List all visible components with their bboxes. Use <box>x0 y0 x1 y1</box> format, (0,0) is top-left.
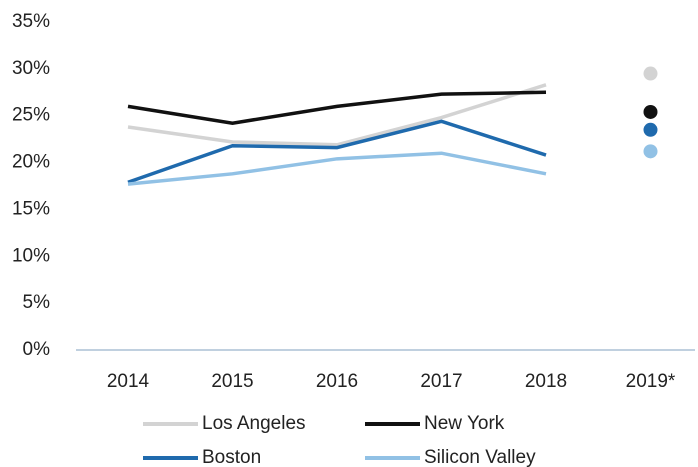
y-tick-label: 15% <box>12 198 50 219</box>
legend-label: Los Angeles <box>202 413 306 434</box>
x-tick-label: 2017 <box>420 371 462 392</box>
series-dot <box>643 122 658 137</box>
y-tick-label: 0% <box>23 339 51 360</box>
x-tick-label: 2016 <box>316 371 358 392</box>
x-tick-label: 2014 <box>107 371 150 392</box>
y-tick-label: 20% <box>12 152 50 173</box>
y-tick-label: 5% <box>23 292 51 313</box>
series-dot <box>643 144 658 159</box>
series-line <box>127 90 547 125</box>
x-tick-label: 2015 <box>211 371 253 392</box>
series-line <box>127 151 547 186</box>
y-tick-label: 30% <box>12 58 50 79</box>
series-dot <box>643 66 658 81</box>
y-tick-label: 25% <box>12 105 50 126</box>
legend-label: New York <box>424 413 505 434</box>
x-tick-label: 2019* <box>626 371 676 392</box>
y-tick-label: 10% <box>12 245 50 266</box>
series-line <box>127 83 547 147</box>
legend-label: Boston <box>202 447 261 467</box>
series-dot <box>643 104 658 119</box>
x-tick-label: 2018 <box>525 371 567 392</box>
y-tick-label: 35% <box>12 11 50 32</box>
legend-label: Silicon Valley <box>424 447 536 467</box>
series-line <box>127 119 547 184</box>
